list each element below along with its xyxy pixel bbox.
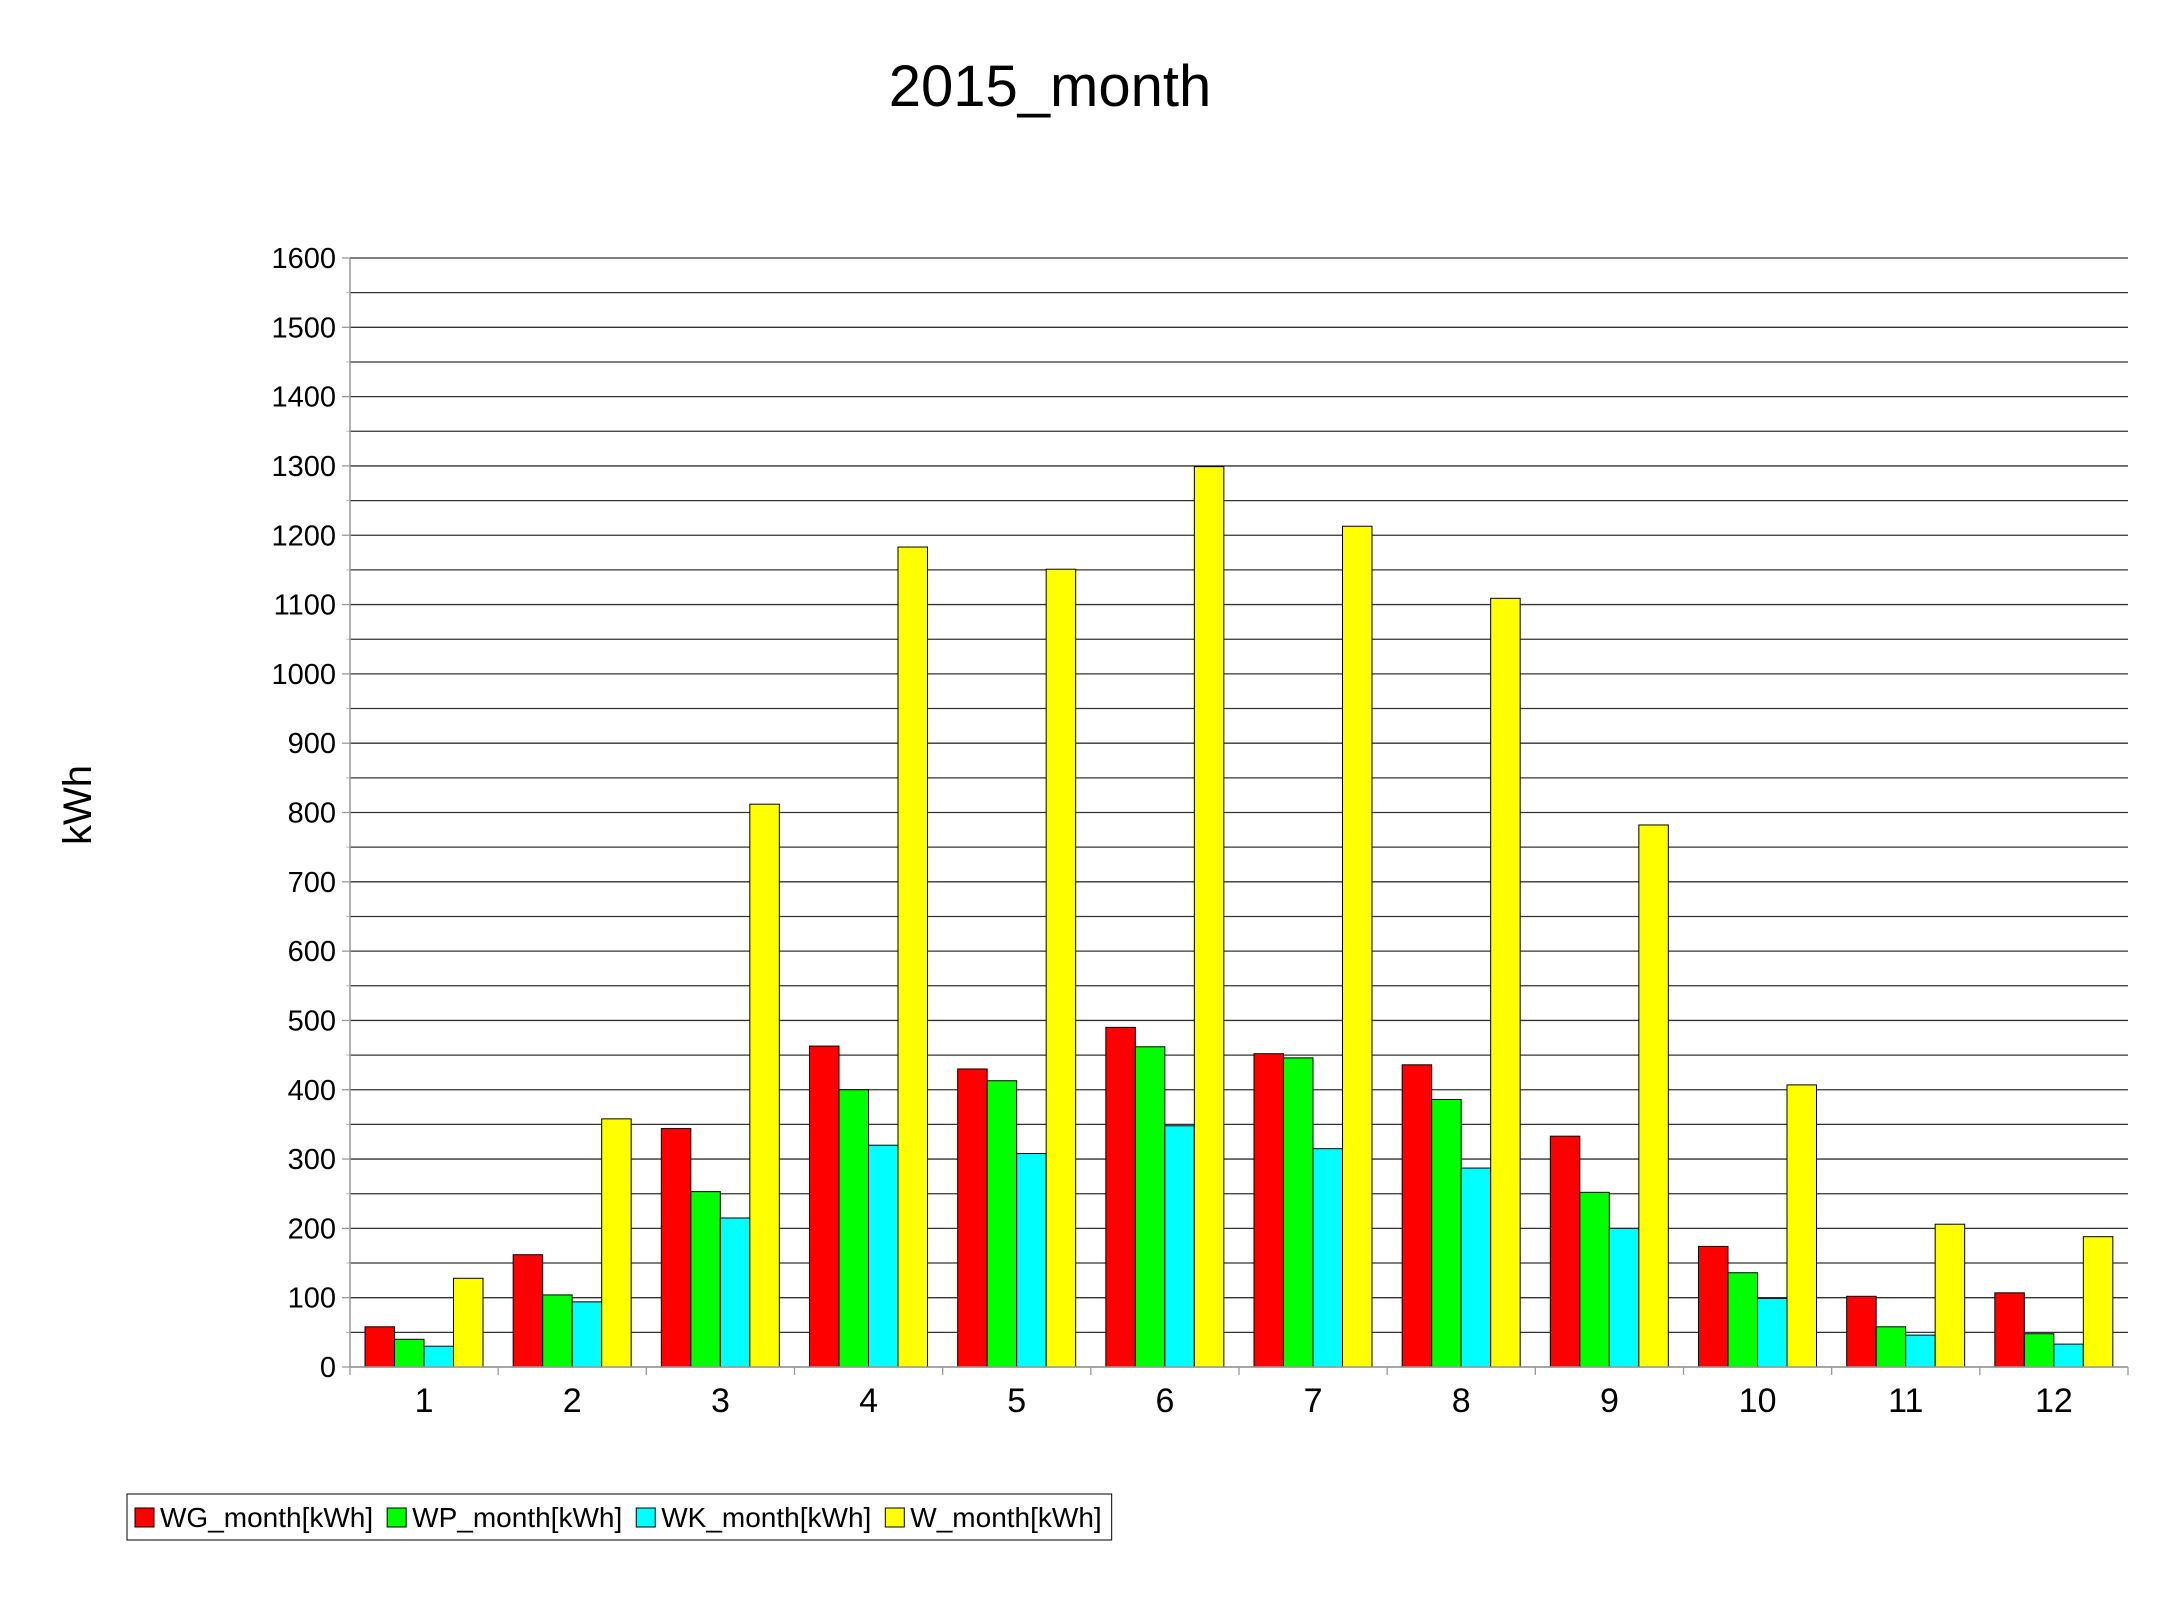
y-tick-label: 900	[288, 728, 336, 760]
legend: WG_month[kWh] WP_month[kWh] WK_month[kWh] W…	[126, 1493, 1113, 1541]
y-tick-label: 600	[288, 936, 336, 968]
x-tick-label: 8	[1452, 1382, 1471, 1420]
bar	[1846, 1295, 1877, 1368]
bar	[1134, 1046, 1166, 1368]
bar	[601, 1118, 632, 1368]
bar	[1934, 1223, 1966, 1368]
bar	[1786, 1084, 1817, 1368]
x-tick-label: 6	[1155, 1382, 1174, 1420]
bar	[1431, 1098, 1462, 1368]
bar	[1193, 466, 1225, 1368]
bar	[1875, 1326, 1907, 1368]
x-tick-label: 9	[1600, 1382, 1619, 1420]
x-tick-label: 2	[563, 1382, 582, 1420]
bar	[1312, 1148, 1343, 1368]
legend-frame	[126, 1493, 1113, 1541]
bar	[2023, 1333, 2055, 1368]
y-tick-label: 1000	[271, 659, 336, 691]
bar	[1549, 1135, 1581, 1368]
bar	[453, 1277, 484, 1368]
bar	[838, 1089, 869, 1368]
bar	[719, 1217, 751, 1368]
y-tick-label: 1400	[271, 382, 336, 414]
y-tick-label: 700	[288, 867, 336, 899]
x-axis-ticks: 1 2 3 4 5 6 7 8 9 10 11 12	[349, 1367, 2129, 1420]
legend-entry: W_month[kWh]	[910, 1502, 1101, 1533]
bar	[957, 1068, 988, 1368]
y-tick-label: 0	[320, 1352, 336, 1384]
bar	[1105, 1026, 1136, 1368]
bar	[1994, 1292, 2025, 1368]
bar	[1698, 1245, 1729, 1368]
bar	[364, 1326, 395, 1368]
bar	[542, 1294, 573, 1368]
bar	[1016, 1153, 1047, 1368]
bar	[1401, 1064, 1433, 1368]
y-tick-label: 300	[288, 1144, 336, 1176]
bar	[1579, 1191, 1610, 1368]
x-tick-label: 3	[711, 1382, 730, 1420]
x-tick-label: 10	[1739, 1382, 1777, 1420]
bar	[868, 1144, 899, 1368]
gridlines	[350, 257, 2128, 1368]
x-tick-label: 5	[1007, 1382, 1026, 1420]
bar	[1727, 1272, 1758, 1368]
legend-swatch	[386, 1507, 407, 1528]
x-tick-label: 1	[415, 1382, 434, 1420]
bar	[749, 803, 780, 1368]
legend-swatch	[884, 1507, 905, 1528]
legend-entry: WG_month[kWh]	[160, 1502, 373, 1533]
bar	[809, 1045, 840, 1368]
bar	[690, 1191, 721, 1368]
legend-swatch	[134, 1507, 155, 1528]
bar	[571, 1301, 603, 1368]
bar	[1608, 1227, 1640, 1368]
bar	[1490, 597, 1521, 1368]
legend-entry: WK_month[kWh]	[661, 1502, 871, 1533]
bars	[364, 466, 2114, 1368]
bar	[897, 546, 928, 1368]
bar	[1342, 525, 1373, 1368]
y-tick-label: 400	[288, 1075, 336, 1107]
y-tick-label: 100	[288, 1283, 336, 1315]
bar	[1460, 1167, 1492, 1368]
x-tick-label: 11	[1888, 1382, 1923, 1420]
bar	[660, 1128, 692, 1368]
bar	[986, 1080, 1018, 1368]
y-tick-label: 1500	[271, 312, 336, 344]
bar	[512, 1254, 544, 1368]
x-tick-label: 12	[2035, 1382, 2073, 1420]
y-tick-label: 800	[288, 798, 336, 830]
bar	[394, 1338, 425, 1368]
bar	[423, 1345, 454, 1368]
x-tick-label: 4	[859, 1382, 878, 1420]
legend-swatch	[635, 1507, 656, 1528]
y-tick-label: 200	[288, 1213, 336, 1245]
y-tick-label: 1200	[271, 520, 336, 552]
bar	[1283, 1057, 1314, 1368]
bar	[1045, 568, 1077, 1368]
bar	[1757, 1297, 1788, 1368]
y-tick-label: 500	[288, 1005, 336, 1037]
bar	[2053, 1343, 2084, 1368]
bar	[1638, 824, 1669, 1368]
y-axis-label: kWh	[56, 765, 100, 845]
bar	[1905, 1334, 1936, 1368]
bar	[1164, 1125, 1195, 1368]
bar	[2082, 1236, 2114, 1368]
y-axis-ticks: 0 100 200 300 400 500 600 700 800 900 1000 1100 1200…	[271, 243, 350, 1384]
y-tick-label: 1300	[271, 451, 336, 483]
legend-entry: WP_month[kWh]	[412, 1502, 622, 1533]
y-tick-label: 1600	[271, 243, 336, 275]
chart-title: 2015_month	[889, 54, 1211, 119]
x-tick-label: 7	[1304, 1382, 1323, 1420]
y-tick-label: 1100	[274, 590, 336, 622]
bar	[1253, 1053, 1284, 1368]
